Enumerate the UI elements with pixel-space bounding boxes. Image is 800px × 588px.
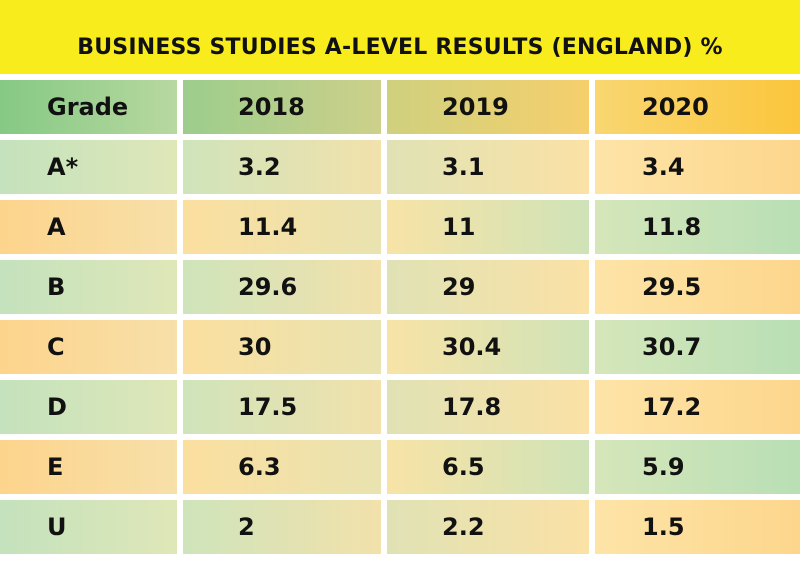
value-2020-cell: 17.2 bbox=[595, 380, 800, 434]
value-2020-cell: 30.7 bbox=[595, 320, 800, 374]
header-2018: 2018 bbox=[183, 80, 381, 134]
grade-cell: C bbox=[0, 320, 177, 374]
value-2020-cell: 1.5 bbox=[595, 500, 800, 554]
value-2019-cell: 2.2 bbox=[387, 500, 589, 554]
table-row: B 29.6 29 29.5 bbox=[0, 260, 800, 314]
value-2018-cell: 3.2 bbox=[183, 140, 381, 194]
value-2020-cell: 5.9 bbox=[595, 440, 800, 494]
table-row: A 11.4 11 11.8 bbox=[0, 200, 800, 254]
grade-cell: U bbox=[0, 500, 177, 554]
header-2019: 2019 bbox=[387, 80, 589, 134]
value-2019-cell: 17.8 bbox=[387, 380, 589, 434]
value-2019-cell: 30.4 bbox=[387, 320, 589, 374]
value-2018-cell: 2 bbox=[183, 500, 381, 554]
value-2020-cell: 3.4 bbox=[595, 140, 800, 194]
value-2020-cell: 11.8 bbox=[595, 200, 800, 254]
header-grade: Grade bbox=[0, 80, 177, 134]
grade-cell: B bbox=[0, 260, 177, 314]
value-2018-cell: 29.6 bbox=[183, 260, 381, 314]
results-table: Grade 2018 2019 2020 A* 3.2 3.1 3.4 A 11… bbox=[0, 80, 800, 560]
value-2018-cell: 30 bbox=[183, 320, 381, 374]
value-2018-cell: 6.3 bbox=[183, 440, 381, 494]
title-banner: BUSINESS STUDIES A-LEVEL RESULTS (ENGLAN… bbox=[0, 0, 800, 74]
table-row: C 30 30.4 30.7 bbox=[0, 320, 800, 374]
grade-cell: D bbox=[0, 380, 177, 434]
table-row: U 2 2.2 1.5 bbox=[0, 500, 800, 554]
value-2018-cell: 17.5 bbox=[183, 380, 381, 434]
table-row: A* 3.2 3.1 3.4 bbox=[0, 140, 800, 194]
grade-cell: E bbox=[0, 440, 177, 494]
value-2019-cell: 6.5 bbox=[387, 440, 589, 494]
value-2019-cell: 11 bbox=[387, 200, 589, 254]
table-row: E 6.3 6.5 5.9 bbox=[0, 440, 800, 494]
value-2018-cell: 11.4 bbox=[183, 200, 381, 254]
value-2019-cell: 3.1 bbox=[387, 140, 589, 194]
value-2020-cell: 29.5 bbox=[595, 260, 800, 314]
table-row: D 17.5 17.8 17.2 bbox=[0, 380, 800, 434]
value-2019-cell: 29 bbox=[387, 260, 589, 314]
table-title: BUSINESS STUDIES A-LEVEL RESULTS (ENGLAN… bbox=[77, 34, 723, 60]
grade-cell: A* bbox=[0, 140, 177, 194]
table-header-row: Grade 2018 2019 2020 bbox=[0, 80, 800, 134]
header-2020: 2020 bbox=[595, 80, 800, 134]
grade-cell: A bbox=[0, 200, 177, 254]
